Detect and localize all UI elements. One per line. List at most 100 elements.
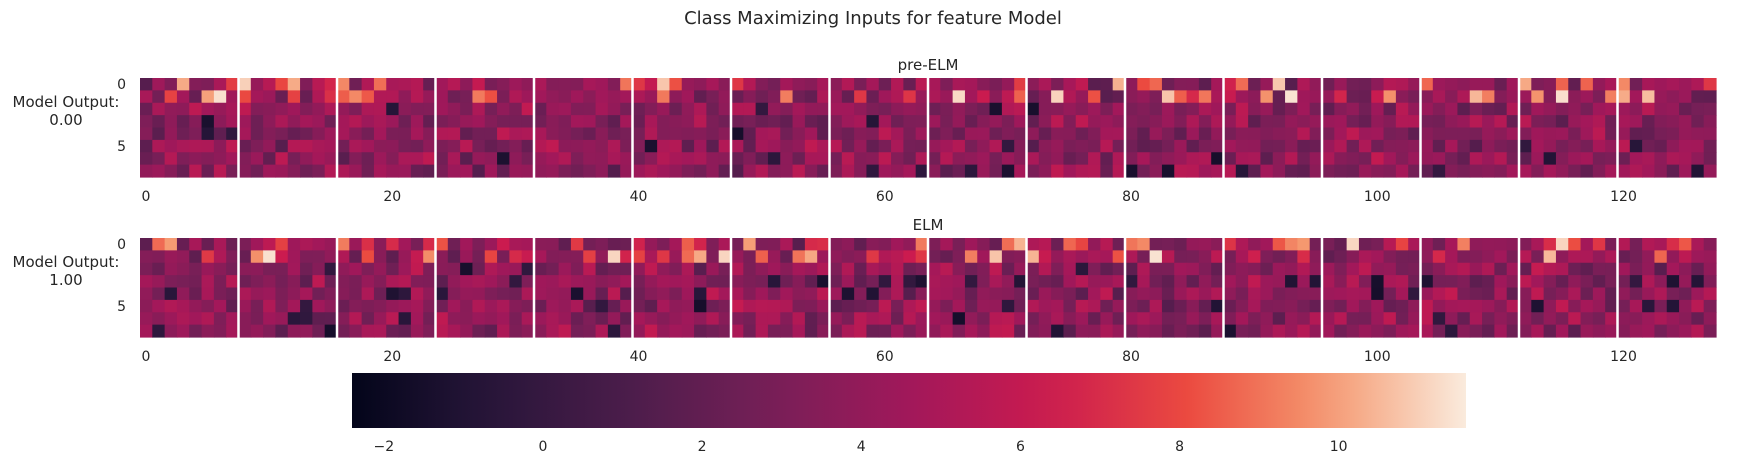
heatmap-cell	[1235, 164, 1249, 178]
heatmap-cell	[201, 299, 215, 313]
heatmap-cell	[1235, 152, 1249, 166]
heatmap-cell	[1075, 90, 1089, 104]
heatmap-cell	[829, 287, 843, 301]
heatmap-cell	[1395, 164, 1409, 178]
heatmap-cell	[928, 275, 941, 289]
heatmap-cell	[1260, 312, 1274, 326]
panel-title-pre-elm: pre-ELM	[898, 56, 959, 74]
heatmap-cell	[804, 238, 818, 251]
heatmap-cell	[792, 324, 806, 338]
heatmap-cell	[669, 127, 683, 141]
heatmap-cell	[595, 312, 609, 326]
heatmap-cell	[952, 324, 966, 338]
heatmap-cell	[1063, 102, 1077, 116]
heatmap-cell	[1469, 324, 1483, 338]
heatmap-cell	[817, 115, 831, 129]
heatmap-cell	[1260, 127, 1274, 141]
heatmap-cell	[1038, 115, 1052, 129]
colorbar-gradient	[352, 373, 1466, 428]
heatmap-cell	[1014, 90, 1028, 104]
heatmap-cell	[373, 250, 387, 264]
heatmap-cell	[817, 127, 831, 141]
heatmap-cell	[1125, 287, 1138, 301]
heatmap-cell	[312, 299, 326, 313]
heatmap-cell	[1026, 127, 1040, 141]
heatmap-cell	[1494, 152, 1508, 166]
heatmap-cell	[1519, 275, 1532, 289]
heatmap-cell	[1112, 152, 1126, 166]
heatmap-cell	[497, 250, 510, 264]
heatmap-cell	[238, 90, 252, 104]
heatmap-cell	[213, 115, 227, 129]
heatmap-cell	[1482, 299, 1495, 313]
heatmap-cell	[964, 324, 978, 338]
heatmap-cell	[497, 164, 510, 178]
heatmap-cell	[681, 262, 695, 276]
heatmap-cell	[1322, 250, 1335, 264]
heatmap-cell	[1691, 90, 1705, 104]
heatmap-cell	[1457, 238, 1471, 251]
heatmap-cell	[657, 164, 671, 178]
y-tick-label: 0	[117, 237, 126, 253]
heatmap-cell	[718, 262, 732, 276]
heatmap-cell	[1346, 115, 1360, 129]
colorbar-tick-label: 4	[857, 439, 866, 455]
heatmap-cell	[755, 238, 769, 251]
heatmap-cell	[1531, 90, 1545, 104]
heatmap-cell	[1100, 250, 1114, 264]
heatmap-cell	[472, 238, 486, 251]
heatmap-cell	[1432, 299, 1446, 313]
heatmap-cell	[841, 164, 855, 178]
heatmap-cell	[915, 164, 929, 178]
heatmap-cell	[1432, 78, 1446, 91]
heatmap-cell	[1014, 78, 1028, 91]
heatmap-cell	[1691, 324, 1705, 338]
heatmap-cell	[632, 299, 646, 313]
heatmap-cell	[435, 238, 449, 251]
heatmap-cell	[509, 78, 523, 91]
heatmap-cell	[1703, 115, 1717, 129]
heatmap-cell	[644, 250, 658, 264]
heatmap-cell	[1038, 238, 1052, 251]
heatmap-cell	[398, 115, 412, 129]
heatmap-cell	[989, 287, 1003, 301]
heatmap-cell	[1309, 152, 1323, 166]
heatmap-cell	[854, 127, 868, 141]
heatmap-cell	[694, 152, 707, 166]
heatmap-cell	[534, 127, 547, 141]
heatmap-cell	[1494, 102, 1508, 116]
heatmap-cell	[238, 152, 252, 166]
heatmap-cell	[263, 262, 277, 276]
heatmap-cell	[1322, 275, 1335, 289]
heatmap-cell	[1137, 127, 1151, 141]
heatmap-cell	[878, 78, 892, 91]
heatmap-cell	[620, 115, 634, 129]
heatmap-cell	[398, 312, 412, 326]
heatmap-cell	[410, 152, 424, 166]
heatmap-cell	[854, 152, 868, 166]
heatmap-cell	[570, 250, 584, 264]
heatmap-cell	[1161, 164, 1175, 178]
heatmap-cell	[989, 127, 1003, 141]
heatmap-cell	[1038, 312, 1052, 326]
heatmap-cell	[201, 238, 215, 251]
heatmap-cell	[1592, 152, 1606, 166]
heatmap-cell	[1001, 78, 1015, 91]
heatmap-cell	[817, 139, 831, 153]
heatmap-cell	[903, 152, 917, 166]
heatmap-cell	[854, 312, 868, 326]
heatmap-cell	[349, 312, 363, 326]
heatmap-cell	[595, 287, 609, 301]
heatmap-cell	[878, 275, 892, 289]
heatmap-cell	[1285, 139, 1298, 153]
heatmap-cell	[1248, 262, 1262, 276]
heatmap-cell	[891, 287, 904, 301]
heatmap-cell	[287, 287, 301, 301]
heatmap-cell	[152, 250, 166, 264]
heatmap-cell	[1482, 275, 1495, 289]
heatmap-cell	[1605, 139, 1619, 153]
heatmap-cell	[238, 287, 252, 301]
heatmap-cell	[1605, 115, 1619, 129]
heatmap-cell	[1679, 275, 1692, 289]
heatmap-cell	[1334, 275, 1348, 289]
